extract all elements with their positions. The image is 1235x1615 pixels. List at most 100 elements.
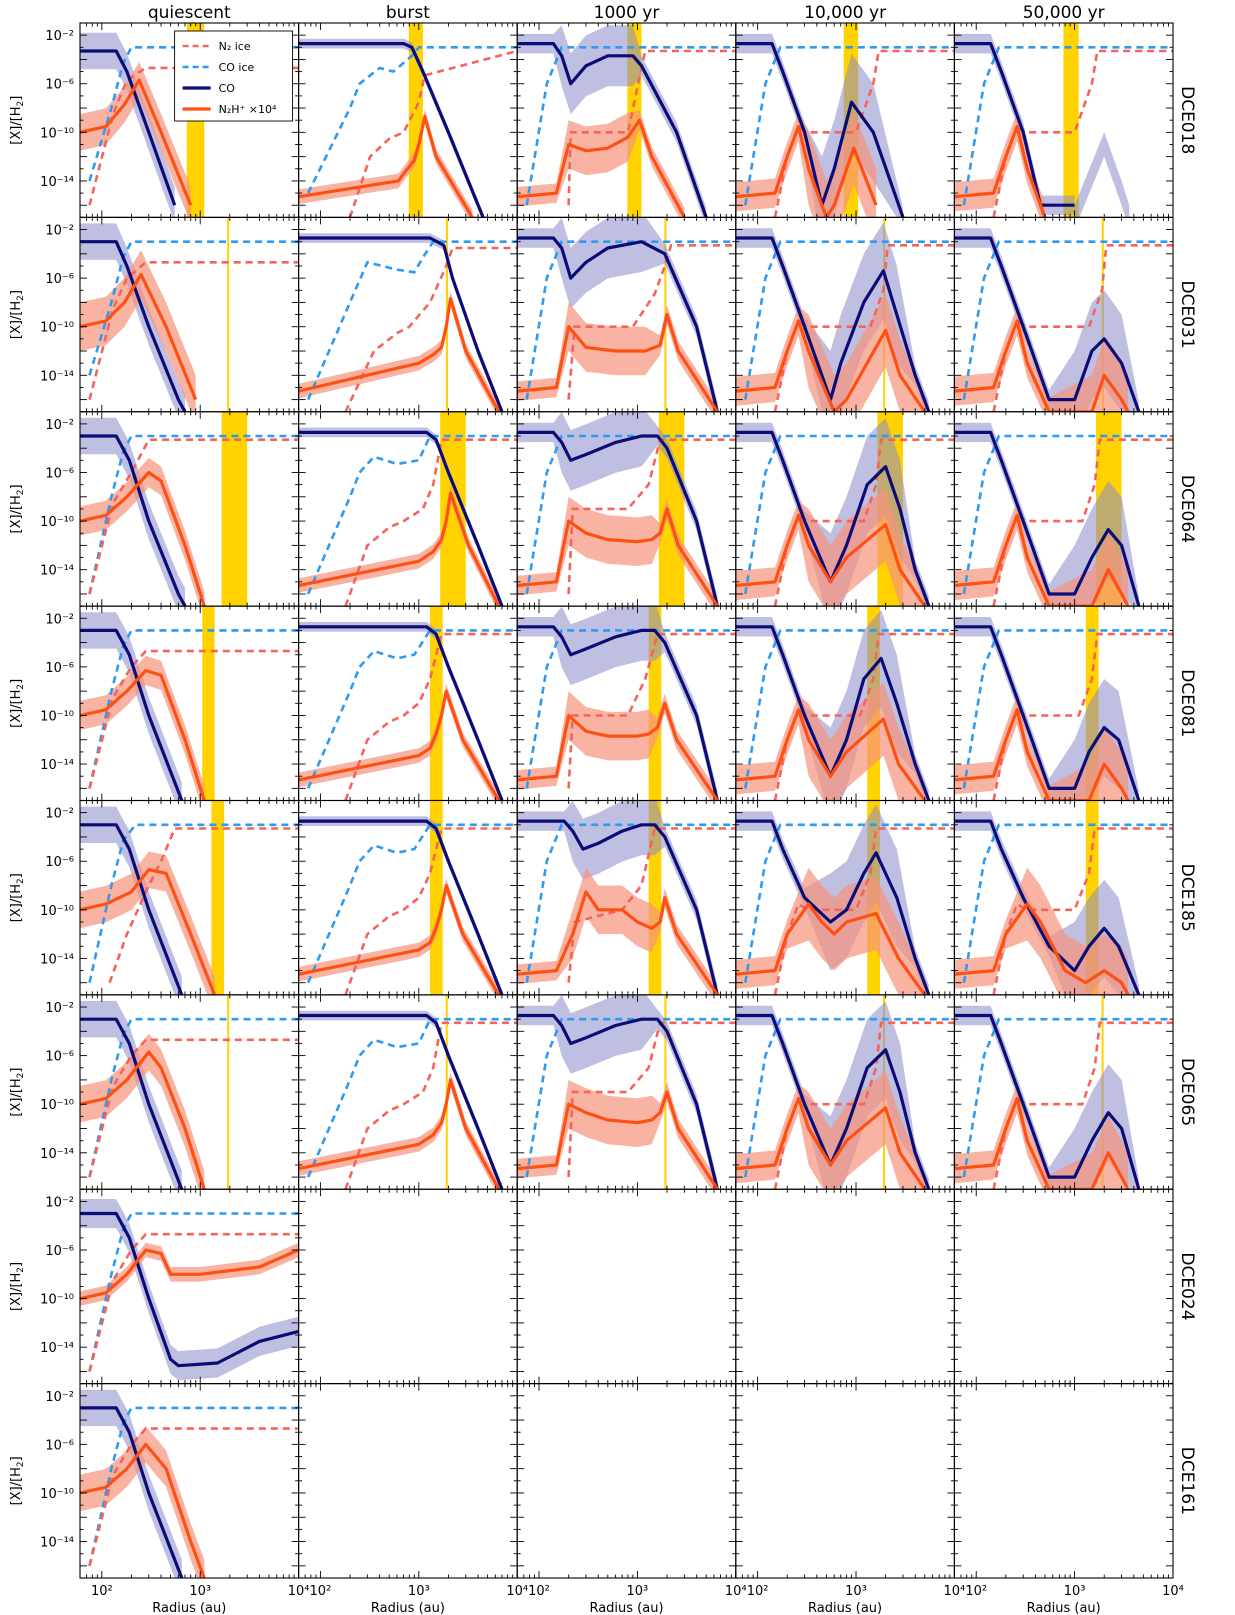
- x-tick-label: 10²: [528, 1584, 550, 1599]
- series-co: [298, 625, 504, 801]
- series-n2-ice: [992, 438, 1173, 607]
- panel-frame: [516, 1188, 737, 1385]
- n2hp-uncertainty-band: [954, 112, 1045, 218]
- y-axis-label: [X]/[H2]: [9, 1068, 26, 1117]
- series-n2hp: [298, 883, 501, 995]
- panel-plot: [298, 994, 518, 1190]
- series-n2-ice: [88, 1232, 299, 1372]
- series-n2hp: [298, 114, 474, 218]
- panel-plot: [298, 606, 518, 801]
- y-tick-label: 10⁻¹⁴: [40, 952, 74, 967]
- series-n2hp: [735, 902, 927, 995]
- y-axis-label: [X]/[H2]: [9, 679, 26, 728]
- series-co-ice: [962, 823, 1173, 983]
- row-label: DCE024: [1177, 1252, 1197, 1320]
- row-label: DCE018: [1177, 86, 1197, 154]
- series-n2hp: [517, 701, 719, 801]
- co-uncertainty-band: [517, 25, 707, 218]
- panel-plot: [954, 23, 1173, 218]
- panel-plot: [517, 800, 736, 995]
- y-tick-label: 10⁻²: [45, 1001, 74, 1016]
- snowline-band: [227, 994, 230, 1190]
- series-co-ice: [962, 240, 1173, 400]
- panel-plot: [80, 606, 299, 801]
- series-co-ice: [744, 629, 955, 789]
- n2hp-uncertainty-band: [298, 878, 499, 995]
- co-uncertainty-band: [735, 33, 903, 218]
- x-tick-label: 10⁴: [725, 1584, 747, 1599]
- series-n2-ice: [88, 1427, 299, 1567]
- x-tick-label: 10²: [91, 1584, 113, 1599]
- row-label: DCE064: [1177, 475, 1197, 543]
- series-n2hp: [954, 1096, 1130, 1190]
- x-tick-label: 10³: [1064, 1584, 1086, 1599]
- n2hp-uncertainty-band: [517, 302, 718, 412]
- series-co-ice: [306, 45, 518, 194]
- series-n2hp: [80, 1248, 299, 1301]
- series-co: [80, 240, 187, 412]
- y-tick-label: 10⁻⁶: [45, 1050, 74, 1065]
- series-co: [80, 434, 187, 607]
- panel-plot: [298, 217, 518, 412]
- series-n2hp: [517, 1090, 719, 1190]
- series-co: [517, 236, 719, 412]
- series-n2hp: [735, 513, 927, 607]
- series-n2-ice: [992, 244, 1173, 412]
- x-axis-label: Radius (au): [152, 1601, 226, 1615]
- legend-label: N₂ ice: [219, 40, 251, 53]
- y-axis-label: [X]/[H2]: [9, 873, 26, 922]
- series-n2-ice: [773, 1021, 955, 1190]
- series-n2-ice: [344, 246, 518, 412]
- y-tick-label: 10⁻⁶: [45, 1244, 74, 1259]
- y-axis-label: [X]/[H2]: [9, 290, 26, 339]
- series-co-ice: [306, 240, 518, 401]
- panel-plot: [954, 411, 1173, 607]
- panel-plot: [735, 217, 955, 412]
- n2hp-uncertainty-band: [735, 488, 925, 607]
- series-n2hp: [298, 1078, 501, 1190]
- series-co: [735, 430, 931, 607]
- n2hp-uncertainty-band: [80, 457, 205, 607]
- panel-frame: [953, 1383, 1174, 1579]
- series-n2-ice: [88, 1038, 299, 1178]
- x-tick-label: 10⁴: [944, 1584, 966, 1599]
- y-tick-label: 10⁻⁶: [45, 272, 74, 287]
- series-n2hp: [735, 1096, 927, 1190]
- column-title: quiescent: [148, 3, 231, 23]
- panel-plot: [517, 606, 736, 801]
- co-uncertainty-band: [517, 411, 718, 607]
- series-co-ice: [306, 823, 518, 984]
- y-tick-label: 10⁻²: [45, 418, 74, 433]
- series-n2-ice: [992, 1021, 1173, 1190]
- panel-plot: [80, 1389, 299, 1578]
- co-uncertainty-band: [517, 800, 718, 995]
- series-co-ice: [525, 1017, 736, 1178]
- y-tick-label: 10⁻⁶: [45, 855, 74, 870]
- series-n2hp: [954, 708, 1130, 801]
- co-uncertainty-band: [954, 228, 1139, 412]
- series-co-ice: [744, 240, 955, 400]
- y-tick-label: 10⁻¹⁴: [40, 1341, 74, 1356]
- row-label: DCE065: [1177, 1058, 1197, 1126]
- n2hp-uncertainty-band: [517, 496, 718, 607]
- series-co: [954, 819, 1141, 995]
- x-tick-label: 10³: [845, 1584, 867, 1599]
- series-n2-ice: [773, 244, 955, 412]
- series-co-ice: [525, 240, 736, 400]
- x-tick-label: 10²: [747, 1584, 769, 1599]
- series-n2hp: [517, 313, 719, 412]
- series-n2-ice: [88, 649, 299, 789]
- co-uncertainty-band: [80, 1199, 299, 1381]
- column-title: burst: [386, 3, 430, 23]
- y-tick-label: 10⁻¹⁰: [40, 321, 74, 336]
- series-n2-ice: [992, 827, 1173, 995]
- co-uncertainty-band: [954, 617, 1139, 801]
- y-tick-label: 10⁻¹⁴: [40, 175, 74, 190]
- series-co-ice: [962, 45, 1173, 206]
- x-tick-label: 10²: [965, 1584, 987, 1599]
- co-uncertainty-band: [80, 223, 185, 412]
- y-axis-label: [X]/[H2]: [9, 1262, 26, 1311]
- series-n2-ice: [348, 49, 518, 218]
- series-co-ice: [744, 434, 955, 595]
- snowline-band: [430, 800, 443, 995]
